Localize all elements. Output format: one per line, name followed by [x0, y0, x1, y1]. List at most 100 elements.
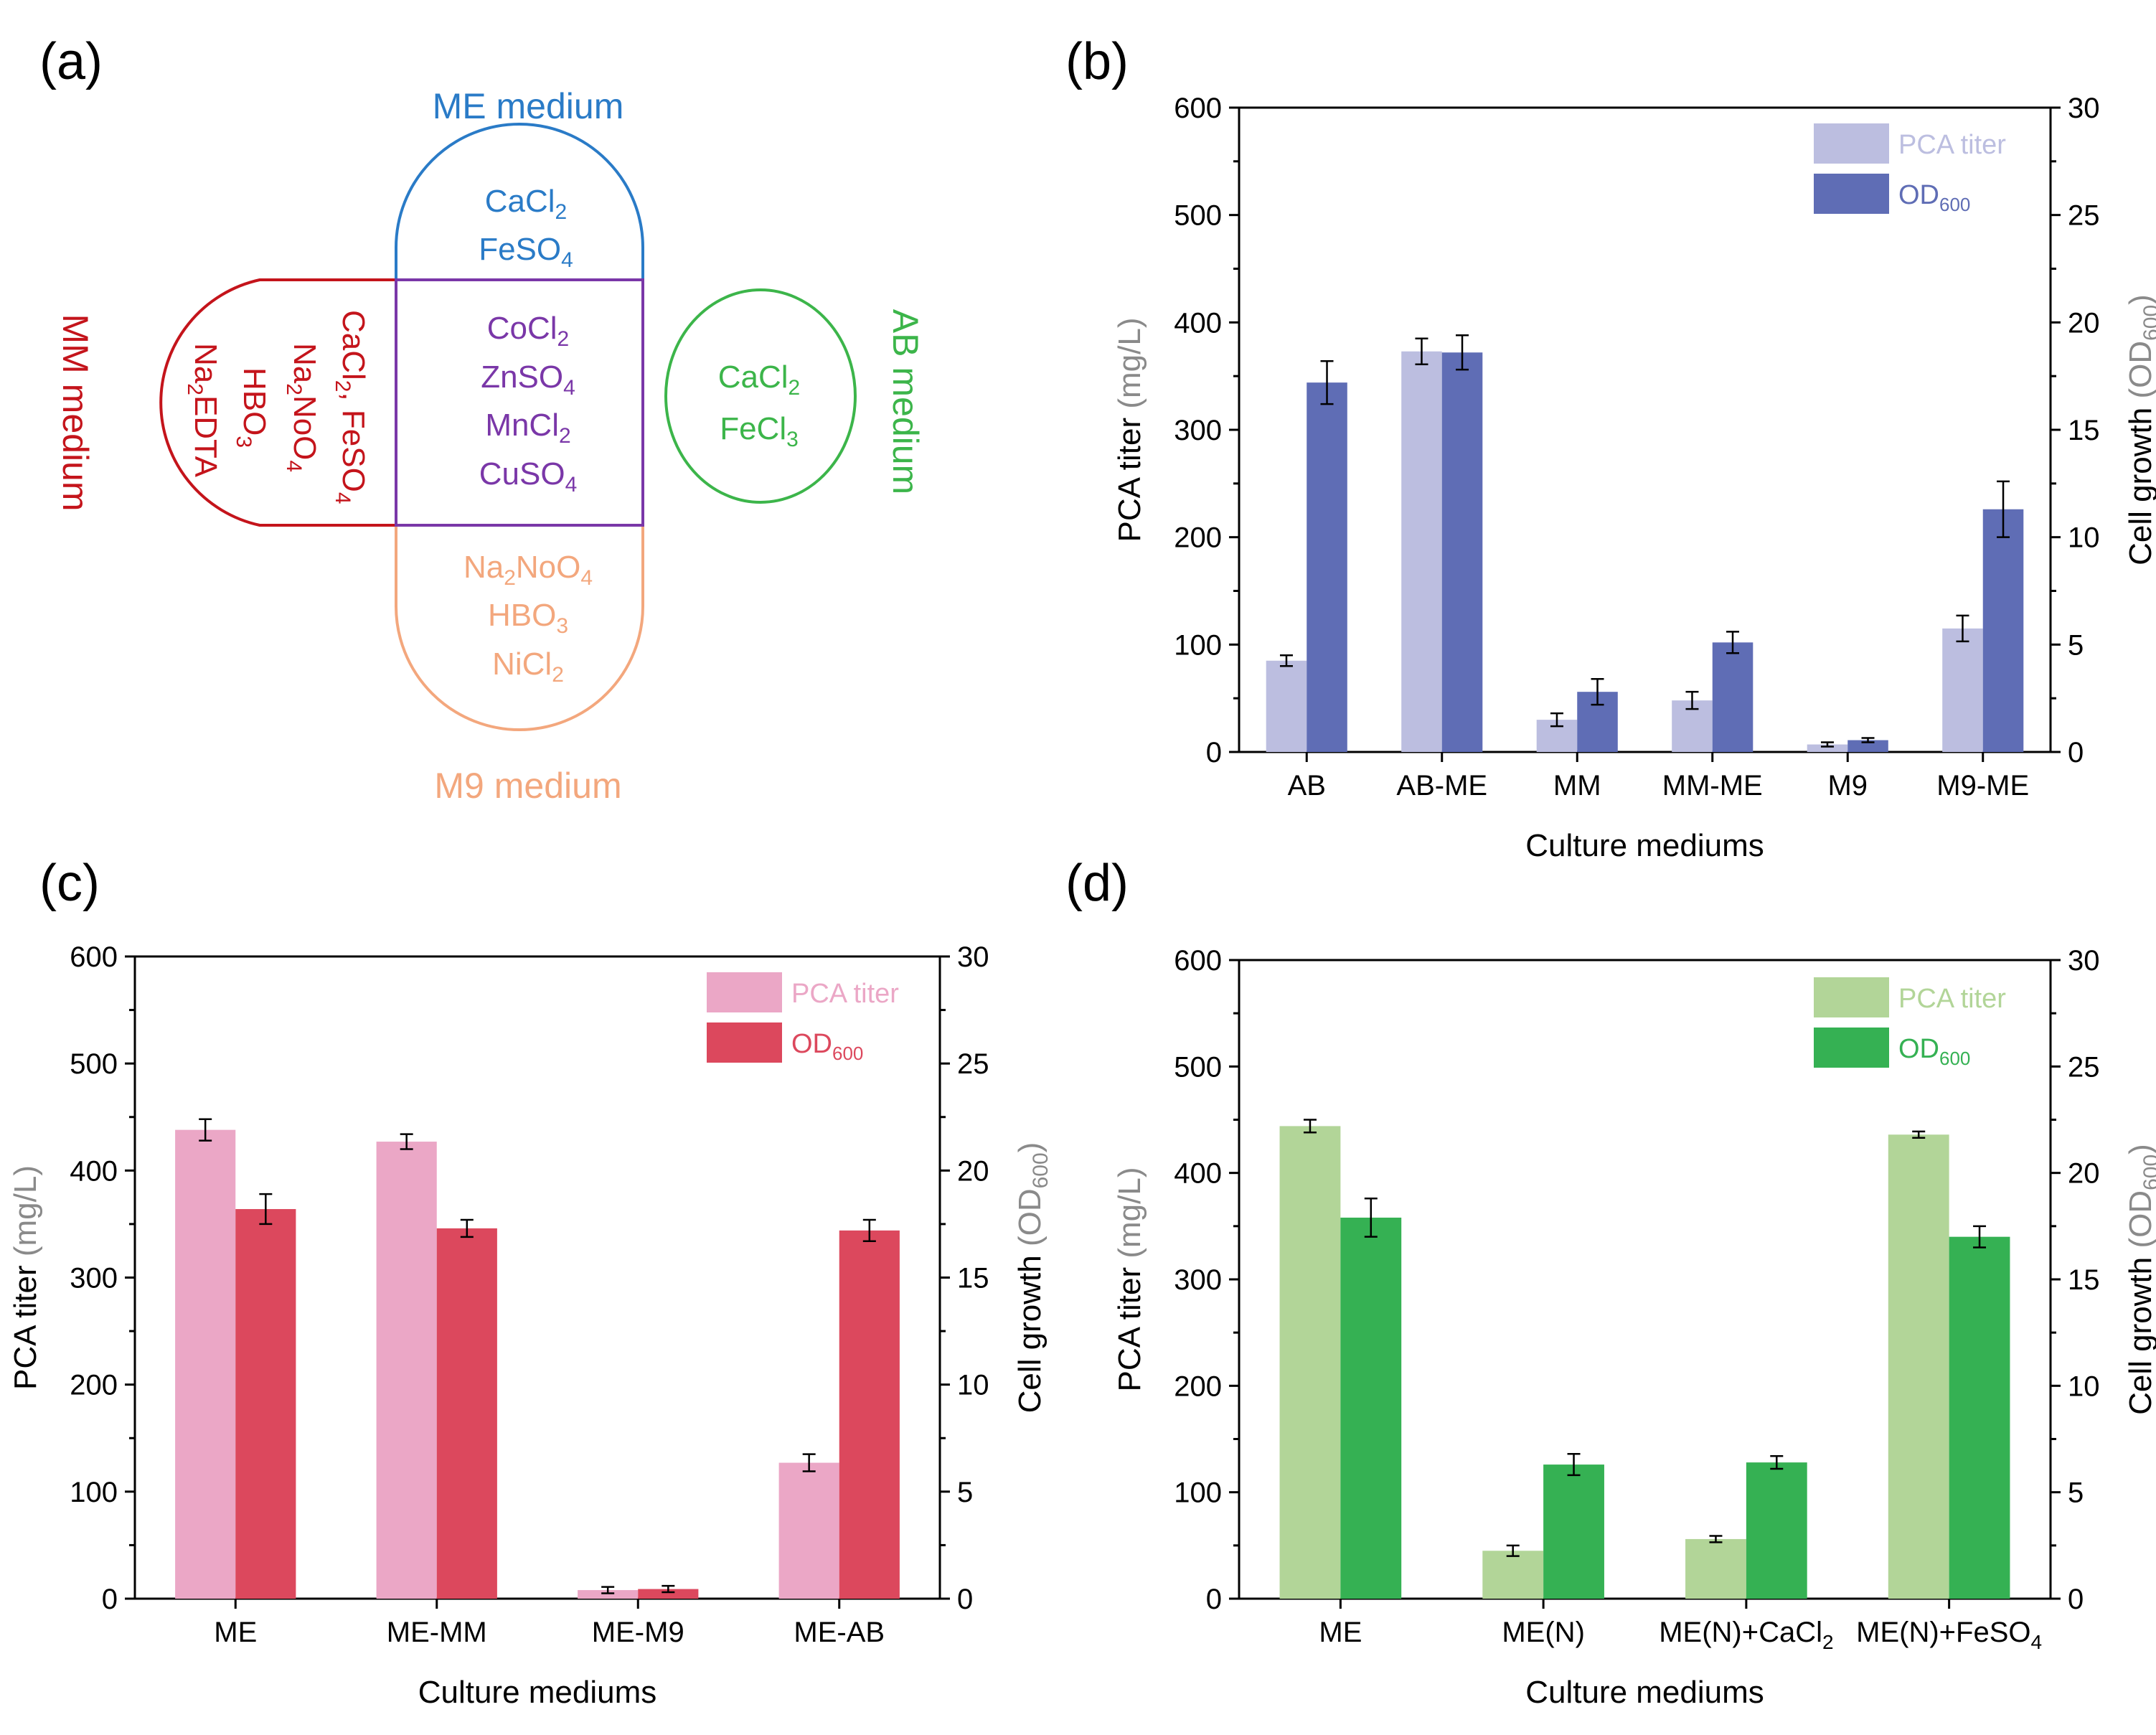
y-tick-label: 500 [1174, 200, 1222, 232]
bar-od600 [1441, 352, 1483, 752]
x-tick-label: AB-ME [1396, 770, 1487, 801]
bar-od600 [1847, 740, 1888, 752]
y-tick-label: 500 [1174, 1051, 1222, 1083]
bar-od600 [638, 1589, 699, 1599]
y-tick-label: 400 [70, 1155, 118, 1187]
mm-medium-shape [159, 278, 396, 527]
bar-pca-titer [778, 1462, 839, 1599]
bar-pca-titer [1482, 1551, 1544, 1599]
bar-od600 [1949, 1236, 2010, 1599]
m9-item: Na2NoO4 [463, 550, 593, 590]
bar-od600 [1340, 1217, 1402, 1599]
bar-pca-titer [1279, 1126, 1341, 1599]
mm-item: Na2EDTA [183, 343, 223, 478]
y2-tick-label: 10 [2068, 522, 2100, 554]
legend-swatch [1814, 977, 1889, 1017]
legend-swatch [707, 972, 782, 1012]
legend-swatch [1814, 123, 1889, 164]
y-tick-label: 600 [1174, 93, 1222, 124]
chart-panel-b: 0 100 200 300 400 500 600 0 5 10 15 20 25 30 AB AB-ME MM… [1112, 93, 2156, 863]
y2-tick-label: 10 [957, 1370, 989, 1401]
x-tick-label: ME(N) [1502, 1617, 1585, 1648]
y-tick-label: 200 [1174, 522, 1222, 554]
shared-item: MnCl2 [485, 408, 570, 448]
y2-axis-title: Cell growth (OD600) [2123, 294, 2156, 565]
y-tick-label: 0 [1206, 737, 1222, 768]
x-axis-title: Culture mediums [1525, 828, 1764, 863]
x-axis-title: Culture mediums [1525, 1675, 1764, 1710]
x-tick-label: ME(N)+FeSO4 [1856, 1617, 2042, 1653]
bar-od600 [436, 1228, 497, 1599]
y2-tick-label: 30 [2068, 945, 2100, 977]
y-axis-title: PCA titer (mg/L) [1112, 1167, 1147, 1392]
legend-swatch [707, 1022, 782, 1063]
y-tick-label: 500 [70, 1048, 118, 1080]
bar-od600 [839, 1230, 900, 1599]
y-tick-label: 600 [70, 941, 118, 973]
me-medium-shape [395, 123, 644, 280]
m9-medium-shape [395, 525, 644, 731]
y-tick-label: 100 [70, 1477, 118, 1508]
medium-composition-diagram: ME medium M9 medium MM medium AB medium … [55, 86, 926, 806]
y2-tick-label: 10 [2068, 1370, 2100, 1402]
x-tick-label: MM-ME [1662, 770, 1763, 801]
y-tick-label: 200 [70, 1370, 118, 1401]
legend-label: OD600 [1898, 180, 1970, 215]
y-tick-label: 100 [1174, 629, 1222, 661]
me-item: CaCl2 [485, 184, 567, 224]
legend-label: PCA titer [791, 979, 899, 1009]
mm-medium-title: MM medium [55, 314, 95, 511]
y2-tick-label: 20 [2068, 1158, 2100, 1190]
x-tick-label: ME [1319, 1617, 1362, 1648]
shared-item: ZnSO4 [481, 359, 575, 400]
panel-d-label: (d) [1065, 855, 1129, 912]
panel-b-label: (b) [1065, 33, 1129, 90]
legend-label: PCA titer [1898, 984, 2006, 1014]
x-axis-title: Culture mediums [418, 1675, 657, 1710]
m9-medium-title: M9 medium [434, 766, 621, 806]
ab-item: FeCl3 [720, 411, 799, 451]
ab-item: CaCl2 [718, 359, 800, 400]
bar-od600 [1307, 382, 1347, 752]
bar-od600 [1982, 509, 2024, 752]
x-tick-label: ME-MM [387, 1617, 487, 1648]
y-tick-label: 300 [1174, 1264, 1222, 1296]
bar-pca-titer [1888, 1134, 1949, 1599]
y2-tick-label: 25 [2068, 1051, 2100, 1083]
y2-tick-label: 25 [2068, 200, 2100, 232]
ab-medium-title: AB medium [885, 309, 926, 494]
y2-tick-label: 0 [2068, 1584, 2084, 1615]
y-tick-label: 400 [1174, 1158, 1222, 1190]
y-tick-label: 0 [102, 1584, 118, 1615]
bar-pca-titer [175, 1129, 236, 1599]
y-tick-label: 100 [1174, 1477, 1222, 1509]
y2-tick-label: 25 [957, 1048, 989, 1080]
x-tick-label: M9 [1827, 770, 1868, 801]
shared-item: CuSO4 [479, 456, 578, 497]
bar-od600 [235, 1209, 296, 1599]
y-axis-title: PCA titer (mg/L) [1112, 318, 1147, 542]
m9-item: HBO3 [488, 598, 568, 638]
y2-tick-label: 15 [2068, 415, 2100, 446]
me-medium-title: ME medium [433, 86, 624, 126]
mm-item: Na2NoO4 [282, 343, 322, 472]
bar-pca-titer [1807, 744, 1848, 752]
x-tick-label: M9-ME [1936, 770, 2029, 801]
legend-swatch [1814, 1028, 1889, 1068]
y2-axis-title: Cell growth (OD600) [2123, 1144, 2156, 1415]
legend-label: PCA titer [1898, 130, 2006, 160]
legend-label: OD600 [791, 1029, 863, 1064]
panel-a-label: (a) [39, 33, 103, 90]
y2-tick-label: 0 [2068, 737, 2084, 768]
bar-pca-titer [1685, 1538, 1746, 1599]
panel-c-label: (c) [39, 855, 100, 912]
y-tick-label: 300 [70, 1263, 118, 1294]
bar-od600 [1712, 642, 1753, 752]
y2-axis-title: Cell growth (OD600) [1012, 1142, 1053, 1414]
bar-pca-titer [1266, 660, 1307, 752]
legend-label: OD600 [1898, 1034, 1970, 1069]
shared-components-box [395, 278, 644, 527]
y2-tick-label: 30 [957, 941, 989, 973]
y-tick-label: 600 [1174, 945, 1222, 977]
